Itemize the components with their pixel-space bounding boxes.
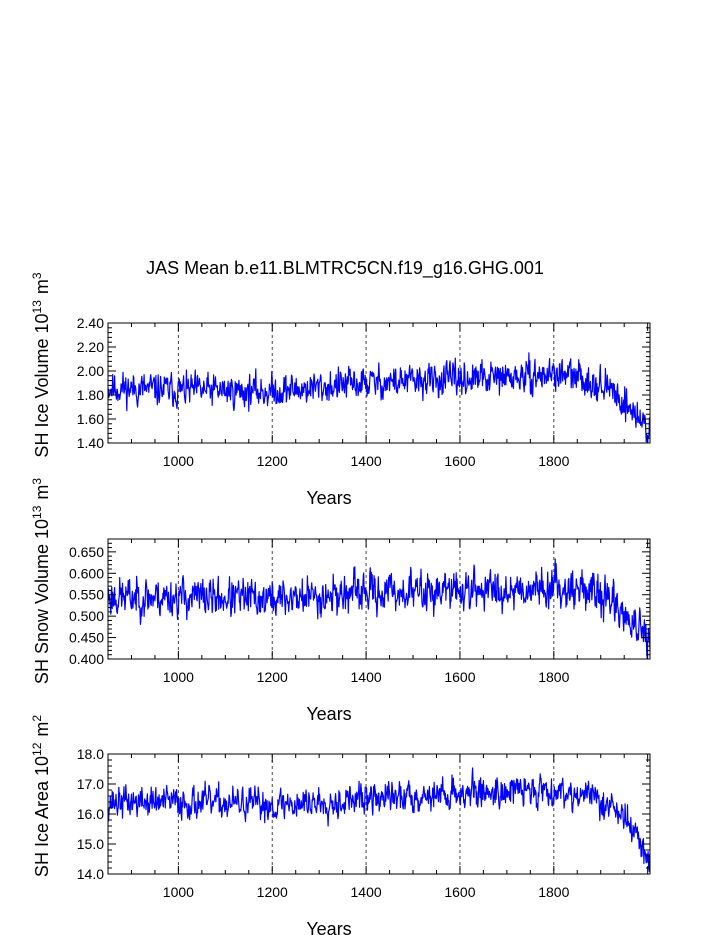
xtick-label: 1200 <box>257 453 288 469</box>
xtick-label: 1000 <box>163 453 194 469</box>
xtick-label: 1600 <box>444 669 475 685</box>
y-axis-label-main: SH Ice Volume 10 <box>32 313 52 457</box>
ytick-label: 1.40 <box>77 435 104 451</box>
y-axis-label-exponent: 13 <box>30 505 44 519</box>
xtick-label: 1000 <box>163 884 194 900</box>
xtick-label: 1200 <box>257 884 288 900</box>
x-axis-label: Years <box>306 488 351 508</box>
xtick-label: 1800 <box>538 884 569 900</box>
y-axis-label-unit-exponent: 3 <box>30 478 44 485</box>
ytick-label: 0.400 <box>69 651 104 667</box>
ytick-label: 0.450 <box>69 630 104 646</box>
series-line-sh-ice-area <box>107 767 651 872</box>
x-axis-label: Years <box>306 704 351 724</box>
ytick-label: 2.20 <box>77 339 104 355</box>
xtick-label: 1400 <box>351 669 382 685</box>
xtick-label: 1400 <box>351 884 382 900</box>
ytick-label: 0.650 <box>69 544 104 560</box>
y-axis-label-main: SH Ice Area 10 <box>32 756 52 877</box>
xtick-label: 1400 <box>351 453 382 469</box>
xtick-label: 1800 <box>538 669 569 685</box>
y-axis-label-main: SH Snow Volume 10 <box>32 519 52 684</box>
xtick-label: 1600 <box>444 884 475 900</box>
ytick-label: 1.80 <box>77 387 104 403</box>
y-axis-label-exponent: 13 <box>30 300 44 314</box>
figure-title: JAS Mean b.e11.BLMTRC5CN.f19_g16.GHG.001 <box>146 258 544 279</box>
xtick-label: 1800 <box>538 453 569 469</box>
y-axis-label-unit-exponent: 3 <box>30 272 44 279</box>
series-line-sh-snow-volume <box>107 558 651 660</box>
x-axis-label: Years <box>306 919 351 935</box>
xtick-label: 1200 <box>257 669 288 685</box>
ytick-label: 15.0 <box>77 836 104 852</box>
y-axis-label-unit: m <box>32 485 52 500</box>
y-axis-label: SH Snow Volume 1013 m3 <box>30 478 52 684</box>
xtick-label: 1600 <box>444 453 475 469</box>
y-axis-label-unit-exponent: 2 <box>30 715 44 722</box>
panels: 1.40 1.60 1.80 2.00 2.20 2.40 1000 1200 1400 1600… <box>30 272 651 935</box>
ytick-label: 0.500 <box>69 608 104 624</box>
ytick-label: 2.00 <box>77 363 104 379</box>
y-axis-label-unit: m <box>32 722 52 737</box>
panel-3: 14.0 15.0 16.0 17.0 18.0 1000 1200 1400 1600 1800… <box>30 715 651 935</box>
ytick-label: 0.600 <box>69 565 104 581</box>
y-axis-label-unit: m <box>32 279 52 294</box>
series-line-sh-ice-volume <box>107 352 651 443</box>
ytick-label: 17.0 <box>77 776 104 792</box>
ytick-label: 2.40 <box>77 315 104 331</box>
ytick-label: 0.550 <box>69 587 104 603</box>
panel-2: 0.400 0.450 0.500 0.550 0.600 0.650 1000 1200 14… <box>30 478 651 724</box>
panel-1: 1.40 1.60 1.80 2.00 2.20 2.40 1000 1200 1400 1600… <box>30 272 651 508</box>
ytick-label: 1.60 <box>77 411 104 427</box>
plot-frame <box>107 322 651 444</box>
xtick-label: 1000 <box>163 669 194 685</box>
y-axis-label-exponent: 12 <box>30 742 44 756</box>
y-axis-label: SH Ice Volume 1013 m3 <box>30 272 52 457</box>
ytick-label: 16.0 <box>77 806 104 822</box>
y-axis-label: SH Ice Area 1012 m2 <box>30 715 52 877</box>
ytick-label: 14.0 <box>77 866 104 882</box>
ytick-label: 18.0 <box>77 746 104 762</box>
